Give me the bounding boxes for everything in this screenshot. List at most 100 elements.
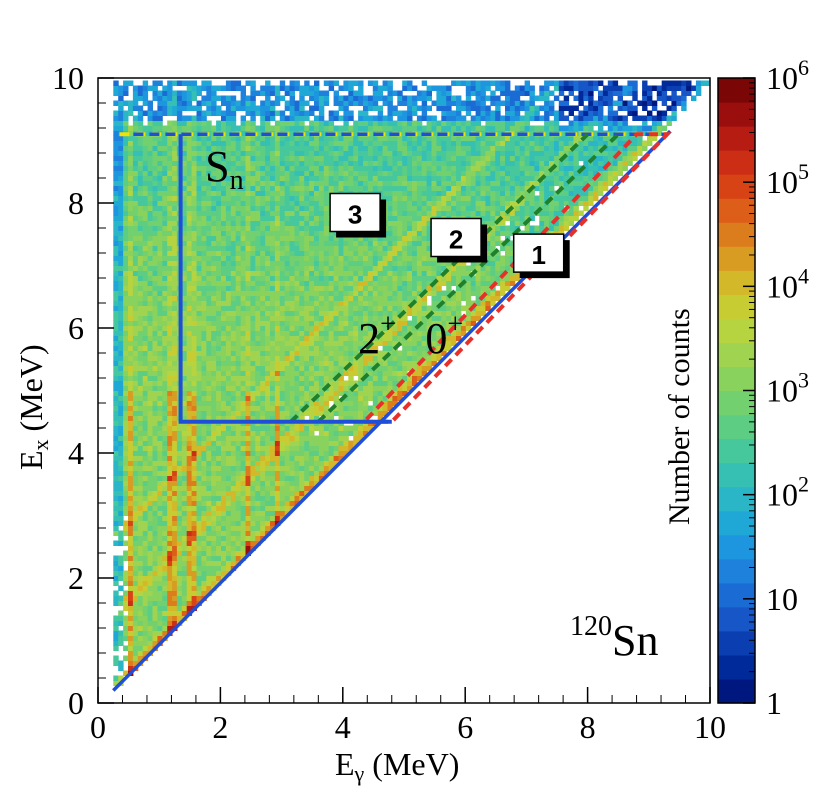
heatmap-cell <box>549 225 555 231</box>
heatmap-cell <box>392 250 398 256</box>
heatmap-cell <box>147 595 153 601</box>
heatmap-cell <box>485 240 491 246</box>
heatmap-cell <box>206 545 212 551</box>
heatmap-cell <box>162 240 168 246</box>
heatmap-cell <box>230 370 237 376</box>
heatmap-cell <box>240 280 246 286</box>
heatmap-cell <box>162 225 168 231</box>
heatmap-cell <box>255 335 261 341</box>
heatmap-cell <box>147 295 153 301</box>
heatmap-cell <box>299 330 305 336</box>
heatmap-cell <box>260 425 266 431</box>
heatmap-cell <box>284 400 291 406</box>
heatmap-cell <box>128 320 134 326</box>
heatmap-cell <box>201 360 207 366</box>
heatmap-cell <box>225 210 232 216</box>
heatmap-cell <box>294 455 300 461</box>
heatmap-cell <box>128 505 134 511</box>
heatmap-cell <box>186 315 193 321</box>
heatmap-cell <box>245 400 251 406</box>
heatmap-cell <box>235 245 242 251</box>
heatmap-cell <box>142 440 149 446</box>
heatmap-cell <box>118 235 124 241</box>
heatmap-cell <box>328 230 335 236</box>
heatmap-cell <box>299 265 305 271</box>
heatmap-cell <box>113 385 119 391</box>
heatmap-cell <box>265 325 271 331</box>
heatmap-cell <box>328 310 335 316</box>
heatmap-cell <box>167 345 173 351</box>
heatmap-cell <box>304 395 310 401</box>
heatmap-cell <box>128 545 134 551</box>
heatmap-cell <box>147 645 153 651</box>
heatmap-cell <box>309 220 315 226</box>
heatmap-cell <box>221 515 227 521</box>
heatmap-cell <box>206 470 212 476</box>
heatmap-cell <box>260 455 266 461</box>
heatmap-cell <box>323 210 330 216</box>
heatmap-cell <box>118 205 124 211</box>
heatmap-cell <box>118 225 124 231</box>
heatmap-cell <box>260 275 266 281</box>
heatmap-cell <box>392 325 398 331</box>
heatmap-cell <box>211 270 217 276</box>
heatmap-cell <box>132 605 139 611</box>
heatmap-cell <box>181 360 188 366</box>
heatmap-cell <box>392 305 398 311</box>
heatmap-cell <box>309 460 315 466</box>
heatmap-cell <box>289 195 295 201</box>
heatmap-cell <box>260 200 266 206</box>
heatmap-cell <box>323 325 330 331</box>
heatmap-cell <box>426 235 432 241</box>
heatmap-cell <box>260 260 266 266</box>
heatmap-cell <box>230 270 237 276</box>
heatmap-cell <box>230 255 237 261</box>
heatmap-cell <box>132 555 139 561</box>
heatmap-cell <box>157 440 163 446</box>
heatmap-cell <box>113 505 119 511</box>
heatmap-cell <box>304 380 310 386</box>
heatmap-cell <box>270 260 276 266</box>
heatmap-cell <box>333 270 339 276</box>
heatmap-cell <box>485 260 491 266</box>
heatmap-cell <box>225 295 232 301</box>
heatmap-cell <box>456 270 462 276</box>
heatmap-cell <box>216 190 222 196</box>
heatmap-cell <box>186 605 193 611</box>
heatmap-cell <box>544 205 550 211</box>
heatmap-cell <box>343 260 349 266</box>
heatmap-cell <box>485 280 491 286</box>
heatmap-cell <box>377 255 384 261</box>
heatmap-cell <box>416 315 423 321</box>
heatmap-cell <box>387 375 393 381</box>
heatmap-cell <box>142 480 149 486</box>
heatmap-cell <box>162 550 168 556</box>
heatmap-cell <box>353 265 359 271</box>
heatmap-cell <box>225 400 232 406</box>
heatmap-cell <box>407 380 413 386</box>
heatmap-cell <box>284 275 291 281</box>
heatmap-cell <box>123 305 129 311</box>
heatmap-cell <box>485 270 491 276</box>
heatmap-cell <box>387 290 393 296</box>
heatmap-cell <box>196 450 202 456</box>
heatmap-cell <box>235 300 242 306</box>
heatmap-cell <box>485 220 491 226</box>
heatmap-cell <box>323 430 330 436</box>
heatmap-cell <box>431 190 437 196</box>
heatmap-cell <box>167 245 173 251</box>
heatmap-cell <box>191 250 197 256</box>
heatmap-cell <box>328 450 335 456</box>
heatmap-cell <box>167 525 173 531</box>
heatmap-cell <box>250 380 256 386</box>
heatmap-cell <box>387 220 393 226</box>
heatmap-cell <box>299 315 305 321</box>
heatmap-cell <box>216 330 222 336</box>
heatmap-cell <box>505 250 511 256</box>
heatmap-cell <box>294 430 300 436</box>
heatmap-cell <box>181 365 188 371</box>
heatmap-cell <box>514 210 521 216</box>
heatmap-cell <box>294 460 300 466</box>
heatmap-cell <box>416 225 423 231</box>
